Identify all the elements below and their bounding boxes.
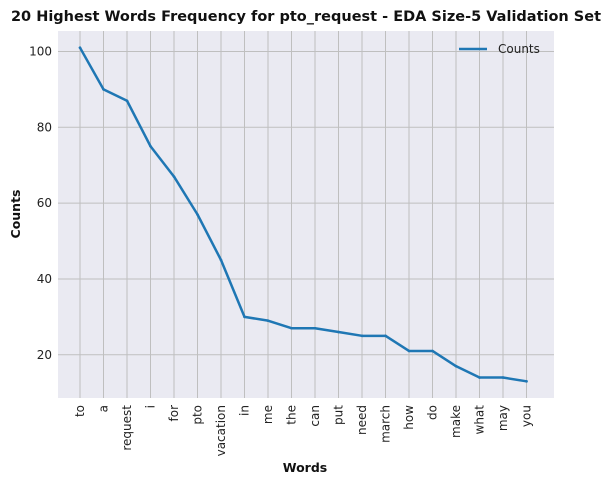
data-point xyxy=(78,46,82,49)
data-point xyxy=(384,334,387,338)
data-point xyxy=(125,99,129,103)
x-tick-label: vacation xyxy=(214,405,228,456)
data-point xyxy=(172,175,176,178)
x-tick-label: you xyxy=(520,405,534,427)
x-axis-label: Words xyxy=(283,460,327,475)
data-point xyxy=(501,376,505,379)
data-point xyxy=(431,349,434,353)
x-tick-label: what xyxy=(473,405,487,435)
grid-layer xyxy=(58,31,554,398)
data-point xyxy=(525,380,528,383)
data-point xyxy=(243,315,246,319)
series-layer xyxy=(78,46,528,383)
x-tick-label: request xyxy=(120,405,134,451)
x-tick-label: may xyxy=(496,405,510,431)
x-tick-label: me xyxy=(261,405,275,424)
x-tick-label: to xyxy=(73,405,87,417)
y-tick-label: 20 xyxy=(37,348,52,362)
data-point xyxy=(219,258,223,262)
y-tick-label: 60 xyxy=(37,196,52,210)
data-point xyxy=(290,326,293,330)
y-tick-labels: 20 40 60 80 100 xyxy=(29,44,52,361)
legend: Counts xyxy=(459,42,540,56)
y-tick-label: 80 xyxy=(37,120,52,134)
x-tick-label: make xyxy=(449,405,463,438)
legend-label: Counts xyxy=(498,42,540,56)
x-tick-label: a xyxy=(97,405,111,412)
data-point xyxy=(360,334,364,338)
x-tick-label: do xyxy=(426,405,440,420)
x-tick-label: march xyxy=(379,405,393,443)
x-tick-labels: to a request i for pto vacation in me the can put ne… xyxy=(73,405,534,457)
plot-area xyxy=(58,31,554,398)
data-point xyxy=(149,144,152,148)
data-point xyxy=(454,364,458,368)
data-point xyxy=(337,330,340,334)
x-tick-label: the xyxy=(285,405,299,425)
x-tick-label: for xyxy=(167,405,181,422)
x-tick-label: need xyxy=(355,405,369,435)
series-line-counts xyxy=(78,46,528,383)
data-point xyxy=(313,326,317,330)
data-point xyxy=(478,376,481,379)
data-point xyxy=(102,88,105,91)
x-tick-label: in xyxy=(238,405,252,416)
x-tick-label: can xyxy=(308,405,322,427)
data-point xyxy=(196,213,199,216)
data-point xyxy=(266,319,270,322)
y-tick-label: 100 xyxy=(29,44,52,58)
y-tick-label: 40 xyxy=(37,272,52,286)
x-tick-label: how xyxy=(402,405,416,430)
x-tick-label: put xyxy=(332,405,346,425)
x-tick-label: pto xyxy=(191,405,205,425)
chart-title: 20 Highest Words Frequency for pto_reque… xyxy=(11,9,601,25)
x-tick-label: i xyxy=(144,405,158,408)
y-axis-label: Counts xyxy=(8,190,23,239)
data-point xyxy=(407,349,411,353)
